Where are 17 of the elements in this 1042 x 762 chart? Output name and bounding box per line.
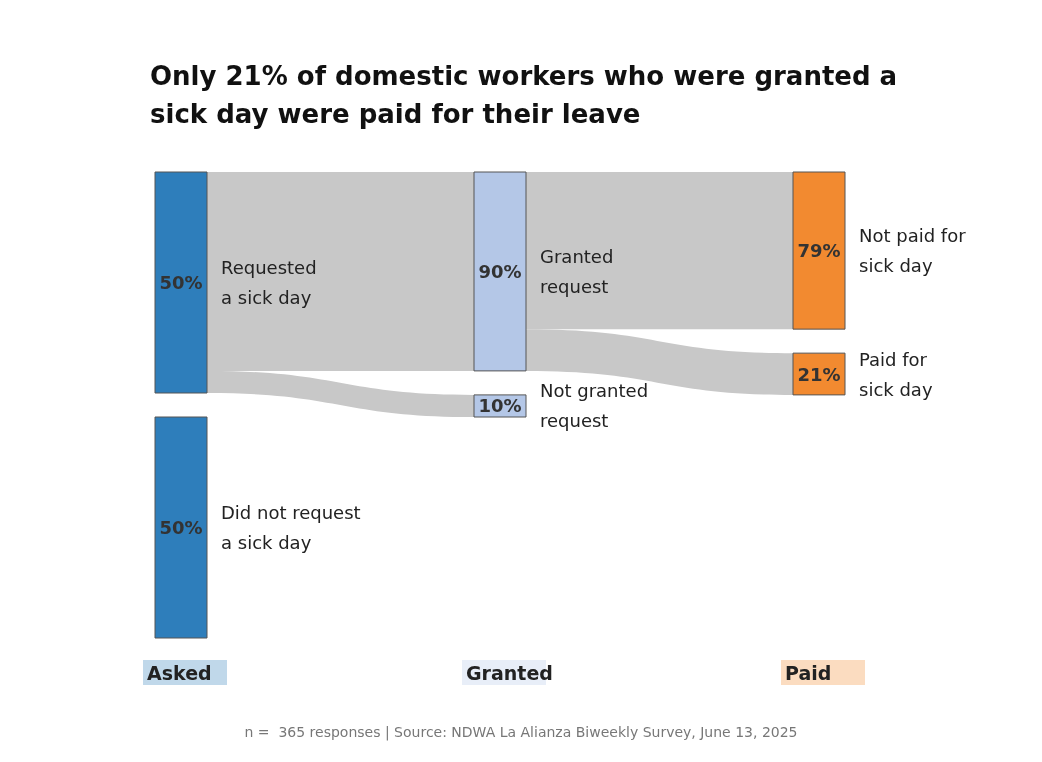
series-label: Did not request a sick day <box>221 502 361 553</box>
text: Only 21% of domestic workers who were granted a sick day were paid for their leave <box>150 61 898 129</box>
category-label: Paid <box>785 661 832 684</box>
data-label: 79% <box>797 240 841 262</box>
series-label: Not paid for sick day <box>859 225 967 277</box>
series-label: Paid for sick day <box>859 348 933 400</box>
data-label: 50% <box>159 272 203 293</box>
data-label: 21% <box>797 363 841 385</box>
series-label: Not granted request <box>540 380 649 432</box>
series-label: Granted request <box>540 245 614 297</box>
category-label: Asked <box>147 661 212 684</box>
series-label: Requested a sick day <box>221 257 317 308</box>
text: n = 365 responses | Source: NDWA La Alianza Biweekly Survey, June 13, 2025 <box>244 724 798 741</box>
data-label: 90% <box>478 260 522 282</box>
data-label: 50% <box>159 517 203 538</box>
category-label: Granted <box>466 661 553 684</box>
data-label: 10% <box>478 395 522 417</box>
